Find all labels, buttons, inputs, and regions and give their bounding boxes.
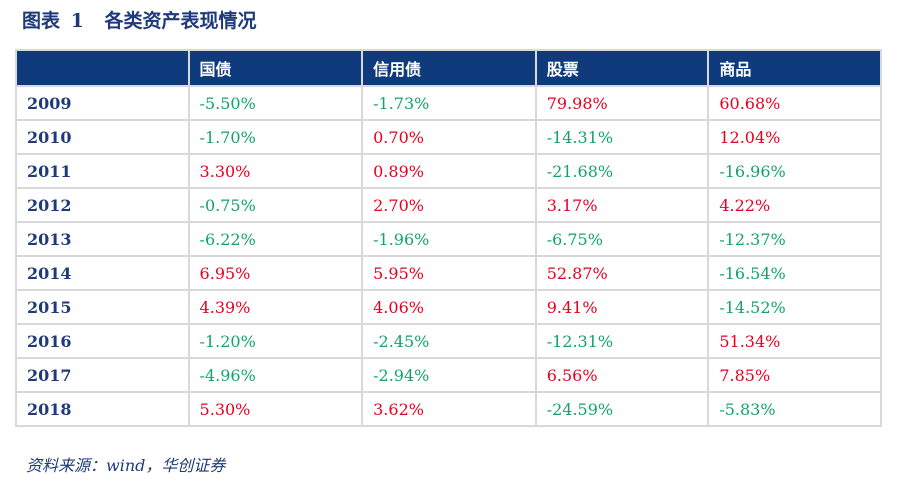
source-note: 资料来源：wind，华创证券 <box>26 456 226 475</box>
figure-title-text: 各类资产表现情况 <box>104 10 257 32</box>
asset-performance-table: 国债 信用债 股票 商品 2009 -5.50% -1.73% 79.98% 60.68… <box>15 49 882 427</box>
credit-cell: -1.73% <box>361 85 537 121</box>
table-row: 2017 -4.96% -2.94% 6.56% 7.85% <box>15 357 882 393</box>
year-cell: 2013 <box>15 221 190 257</box>
commodities-cell: 7.85% <box>707 357 882 393</box>
treasury-cell: 5.30% <box>187 391 364 427</box>
stocks-cell: 79.98% <box>534 85 710 121</box>
credit-cell: -2.45% <box>361 323 537 359</box>
table-row: 2013 -6.22% -1.96% -6.75% -12.37% <box>15 221 882 257</box>
treasury-cell: 6.95% <box>187 255 364 291</box>
treasury-cell: -5.50% <box>187 85 364 121</box>
stocks-cell: -12.31% <box>534 323 710 359</box>
year-cell: 2018 <box>15 391 190 427</box>
year-cell: 2015 <box>15 289 190 325</box>
stocks-cell: -21.68% <box>534 153 710 189</box>
credit-cell: -2.94% <box>361 357 537 393</box>
commodities-cell: -5.83% <box>707 391 882 427</box>
table-row: 2011 3.30% 0.89% -21.68% -16.96% <box>15 153 882 189</box>
credit-cell: 5.95% <box>361 255 537 291</box>
stocks-cell: -14.31% <box>534 119 710 155</box>
credit-cell: -1.96% <box>361 221 537 257</box>
table-row: 2012 -0.75% 2.70% 3.17% 4.22% <box>15 187 882 223</box>
figure-label: 图表 <box>22 10 61 32</box>
table-row: 2009 -5.50% -1.73% 79.98% 60.68% <box>15 85 882 121</box>
treasury-cell: 4.39% <box>187 289 364 325</box>
commodities-cell: -16.54% <box>707 255 882 291</box>
header-cell-credit: 信用债 <box>361 49 537 87</box>
figure-number: 1 <box>70 10 84 32</box>
table-row: 2018 5.30% 3.62% -24.59% -5.83% <box>15 391 882 427</box>
table-row: 2014 6.95% 5.95% 52.87% -16.54% <box>15 255 882 291</box>
stocks-cell: 52.87% <box>534 255 710 291</box>
commodities-cell: -12.37% <box>707 221 882 257</box>
year-cell: 2012 <box>15 187 190 223</box>
table-header-row: 国债 信用债 股票 商品 <box>15 49 882 87</box>
year-cell: 2011 <box>15 153 190 189</box>
commodities-cell: 12.04% <box>707 119 882 155</box>
year-cell: 2010 <box>15 119 190 155</box>
header-cell-stocks: 股票 <box>534 49 710 87</box>
figure-title: 图表 1 各类资产表现情况 <box>22 6 257 33</box>
year-cell: 2009 <box>15 85 190 121</box>
header-cell-year <box>15 49 190 87</box>
year-cell: 2016 <box>15 323 190 359</box>
year-cell: 2014 <box>15 255 190 291</box>
credit-cell: 0.89% <box>361 153 537 189</box>
commodities-cell: 4.22% <box>707 187 882 223</box>
credit-cell: 4.06% <box>361 289 537 325</box>
treasury-cell: -1.20% <box>187 323 364 359</box>
treasury-cell: -6.22% <box>187 221 364 257</box>
treasury-cell: -0.75% <box>187 187 364 223</box>
credit-cell: 0.70% <box>361 119 537 155</box>
commodities-cell: -16.96% <box>707 153 882 189</box>
stocks-cell: 3.17% <box>534 187 710 223</box>
table-row: 2015 4.39% 4.06% 9.41% -14.52% <box>15 289 882 325</box>
treasury-cell: 3.30% <box>187 153 364 189</box>
credit-cell: 2.70% <box>361 187 537 223</box>
treasury-cell: -4.96% <box>187 357 364 393</box>
stocks-cell: -6.75% <box>534 221 710 257</box>
stocks-cell: 6.56% <box>534 357 710 393</box>
header-cell-treasury: 国债 <box>187 49 364 87</box>
header-cell-commodities: 商品 <box>707 49 882 87</box>
table-row: 2010 -1.70% 0.70% -14.31% 12.04% <box>15 119 882 155</box>
commodities-cell: 51.34% <box>707 323 882 359</box>
commodities-cell: 60.68% <box>707 85 882 121</box>
credit-cell: 3.62% <box>361 391 537 427</box>
table-row: 2016 -1.20% -2.45% -12.31% 51.34% <box>15 323 882 359</box>
year-cell: 2017 <box>15 357 190 393</box>
stocks-cell: -24.59% <box>534 391 710 427</box>
stocks-cell: 9.41% <box>534 289 710 325</box>
commodities-cell: -14.52% <box>707 289 882 325</box>
treasury-cell: -1.70% <box>187 119 364 155</box>
